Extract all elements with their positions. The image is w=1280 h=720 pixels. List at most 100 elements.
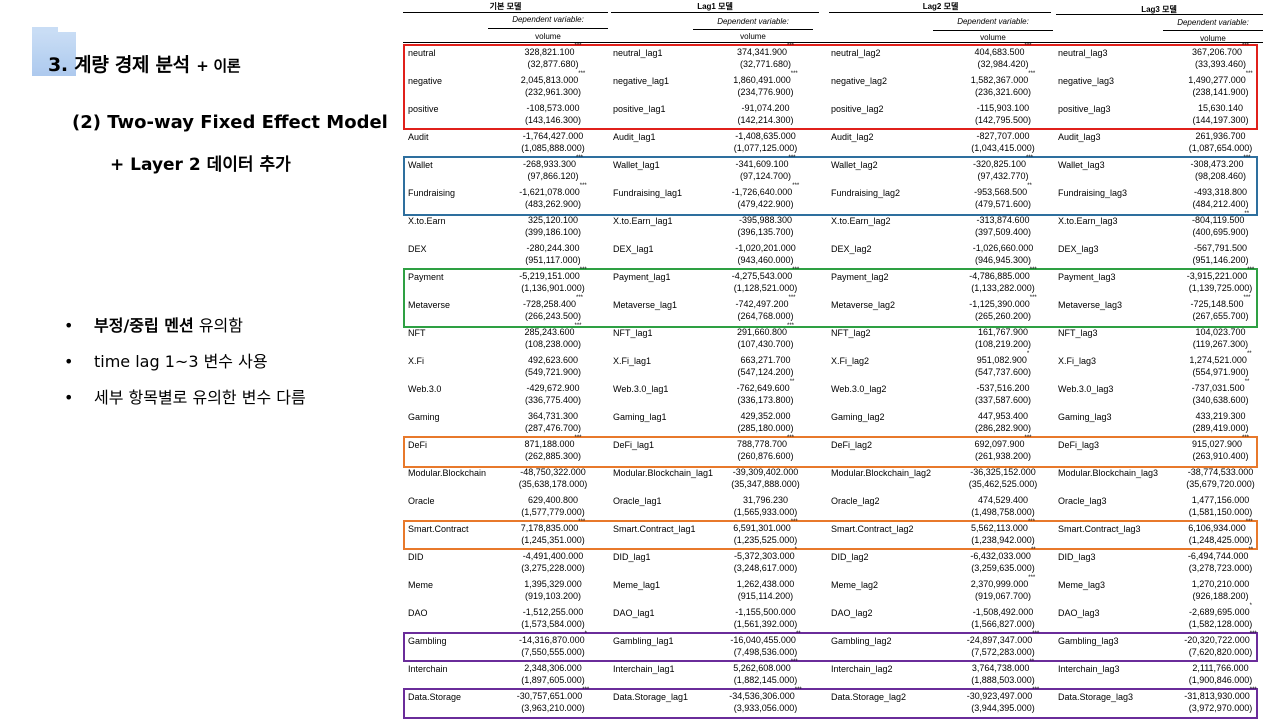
- coefficient-number: -953,568.500: [974, 187, 1028, 197]
- coefficient-number: -313,874.600: [976, 215, 1030, 225]
- variable-name: X.to.Earn_lag3: [1058, 216, 1118, 226]
- coefficient-value: 325,120.100: [498, 215, 608, 225]
- standard-error-value: (32,771.680): [739, 59, 792, 69]
- variable-name: Wallet_lag2: [831, 160, 878, 170]
- coefficient-number: 692,097.900: [974, 439, 1025, 449]
- coefficient-number: -6,432,033.000: [970, 551, 1031, 561]
- coefficient-value: 1,582,367.000***: [948, 71, 1058, 85]
- coefficient-number: 1,860,491.000: [733, 75, 791, 85]
- coefficient-value: 915,027.900***: [1178, 435, 1263, 449]
- variable-name: Gambling_lag2: [831, 636, 892, 646]
- coefficient-value: 871,188.000***: [498, 435, 608, 449]
- coefficient-value: 367,206.700***: [1178, 43, 1263, 57]
- coefficient-number: -762,649.600: [736, 383, 790, 393]
- significance-stars: ***: [790, 71, 798, 77]
- coefficient-value: -395,988.300: [708, 215, 823, 225]
- coefficient-value: -4,786,885.000***: [948, 267, 1058, 281]
- highlight-box-sentiment: [403, 44, 1258, 130]
- significance-stars: ***: [790, 519, 798, 525]
- significance-stars: ***: [1026, 155, 1034, 161]
- significance-stars: **: [1027, 183, 1032, 189]
- coefficient-number: -36,325,152.000: [970, 467, 1036, 477]
- standard-error-value: (951,146.200): [1192, 255, 1249, 265]
- bullet-text: 세부 항목별로 유의한 변수 다름: [94, 388, 306, 407]
- variable-name: Oracle_lag3: [1058, 496, 1107, 506]
- variable-name: Interchain_lag3: [1058, 664, 1120, 674]
- variable-name: positive_lag1: [613, 104, 666, 114]
- dependent-variable-label: Dependent variable:: [957, 17, 1029, 26]
- significance-stars: ***: [1249, 631, 1257, 637]
- variable-name: Payment_lag1: [613, 272, 671, 282]
- standard-error-value: (35,462,525.000): [968, 479, 1038, 489]
- standard-error-value: (97,124.700): [739, 171, 792, 181]
- significance-stars: ***: [574, 43, 582, 49]
- standard-error-value: (484,212.400): [1192, 199, 1249, 209]
- variable-name: positive_lag2: [831, 104, 884, 114]
- significance-stars: ***: [1242, 43, 1250, 49]
- significance-stars: *: [1249, 603, 1252, 609]
- coefficient-number: -280,244.300: [526, 243, 580, 253]
- coefficient-value: 328,821.100***: [498, 43, 608, 57]
- coefficient-value: -1,764,427.000: [498, 131, 608, 141]
- standard-error-value: (264,768.000): [737, 311, 794, 321]
- standard-error-value: (236,321.600): [974, 87, 1032, 97]
- standard-error-value: (7,498,536.000): [733, 647, 798, 657]
- coefficient-value: -320,825.100***: [948, 155, 1058, 169]
- variable-name: DAO_lag1: [613, 608, 655, 618]
- variable-name: DAO: [408, 608, 428, 618]
- standard-error-value: (1,582,128.000): [1188, 619, 1253, 629]
- significance-stars: *: [584, 631, 587, 637]
- standard-error-value: (261,938.200): [974, 451, 1032, 461]
- coefficient-value: -762,649.600**: [708, 379, 823, 393]
- coefficient-number: -4,786,885.000: [969, 271, 1030, 281]
- significance-stars: ***: [1245, 519, 1253, 525]
- variable-name: NFT_lag1: [613, 328, 653, 338]
- significance-stars: **: [1248, 547, 1254, 553]
- coefficient-value: -6,494,744.000**: [1178, 547, 1263, 561]
- variable-name: Gaming: [408, 412, 440, 422]
- variable-name: Fundraising_lag2: [831, 188, 901, 198]
- significance-stars: **: [1246, 351, 1252, 357]
- coefficient-number: 1,477,156.000: [1191, 495, 1250, 505]
- variable-name: Payment: [408, 272, 444, 282]
- highlight-box-gambling: [403, 632, 1258, 662]
- variable-name: X.Fi_lag3: [1058, 356, 1097, 366]
- coefficient-number: 7,178,835.000: [520, 523, 579, 533]
- variable-name: Audit_lag3: [1058, 132, 1101, 142]
- significance-stars: ***: [788, 155, 796, 161]
- standard-error-value: (142,795.500): [974, 115, 1032, 125]
- coefficient-value: -34,536,306.000***: [708, 687, 823, 701]
- coefficient-number: -39,309,402.000: [732, 467, 799, 477]
- bullet-item: • 세부 항목별로 유의한 변수 다름: [64, 388, 306, 424]
- coefficient-number: 663,271.700: [740, 355, 791, 365]
- header-rule: [1056, 14, 1263, 15]
- variable-name: DEX_lag1: [613, 244, 654, 254]
- significance-stars: ***: [1249, 687, 1257, 693]
- coefficient-number: -14,316,870.000: [519, 635, 585, 645]
- variable-name: Fundraising_lag3: [1058, 188, 1128, 198]
- significance-stars: *: [794, 547, 797, 553]
- coefficient-number: 15,630.140: [1197, 103, 1244, 113]
- variable-name: Wallet_lag3: [1058, 160, 1105, 170]
- standard-error-value: (267,655.700): [1192, 311, 1249, 321]
- coefficient-number: -1,020,201.000: [735, 243, 796, 253]
- variable-name: NFT_lag3: [1058, 328, 1098, 338]
- variable-name: Metaverse_lag1: [613, 300, 678, 310]
- standard-error-value: (3,972,970.000): [1188, 703, 1253, 713]
- coefficient-value: -1,726,640.000***: [708, 183, 823, 197]
- variable-name: NFT_lag2: [831, 328, 871, 338]
- coefficient-value: 161,767.900: [948, 327, 1058, 337]
- bullet-bold-text: 부정/중립 멘션: [94, 316, 194, 335]
- standard-error-value: (98,208.460): [1194, 171, 1247, 181]
- standard-error-value: (3,933,056.000): [733, 703, 798, 713]
- coefficient-number: 5,562,113.000: [971, 523, 1028, 533]
- coefficient-number: -115,903.100: [976, 103, 1030, 113]
- variable-name: Meme: [408, 580, 434, 590]
- variable-name: Payment_lag3: [1058, 272, 1116, 282]
- variable-name: Web.3.0_lag2: [831, 384, 887, 394]
- coefficient-number: -395,988.300: [738, 215, 793, 225]
- standard-error-value: (1,561,392.000): [733, 619, 798, 629]
- standard-error-value: (7,620,820.000): [1188, 647, 1253, 657]
- coefficient-value: 31,796.230: [708, 495, 823, 505]
- coefficient-number: 871,188.000: [524, 439, 575, 449]
